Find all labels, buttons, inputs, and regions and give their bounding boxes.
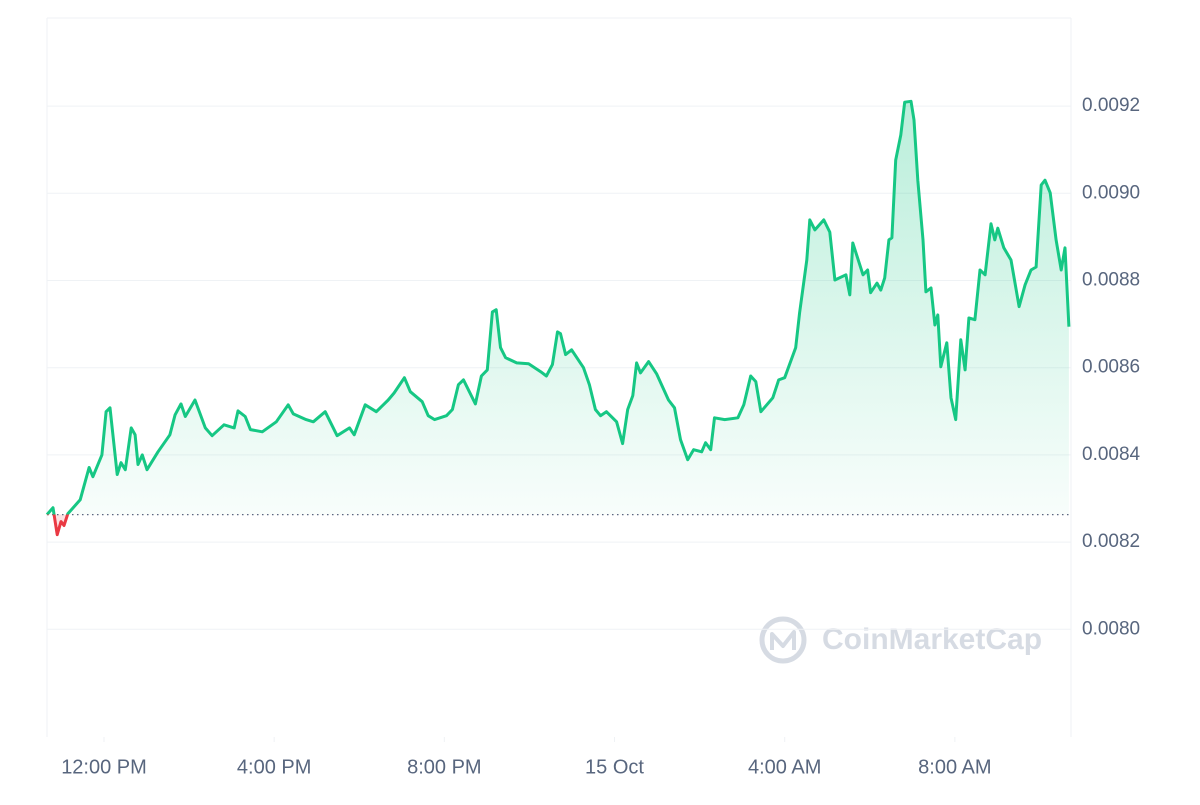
price-area: [47, 101, 1069, 535]
y-tick-label: 0.0082: [1082, 531, 1140, 552]
x-tick-label: 4:00 PM: [237, 756, 311, 778]
watermark-logo-mark: [770, 630, 796, 650]
x-tick-label: 12:00 PM: [61, 756, 147, 778]
y-tick-label: 0.0084: [1082, 444, 1141, 465]
watermark: CoinMarketCap: [759, 616, 1042, 664]
x-tick-label: 8:00 PM: [407, 756, 481, 778]
y-tick-label: 0.0086: [1082, 357, 1140, 378]
x-tick-label: 15 Oct: [585, 756, 644, 778]
y-tick-label: 0.0088: [1082, 270, 1140, 291]
x-tick-label: 8:00 AM: [918, 756, 991, 778]
x-tick-label: 4:00 AM: [748, 756, 821, 778]
y-tick-label: 0.0090: [1082, 182, 1140, 203]
y-tick-label: 0.0080: [1082, 618, 1140, 639]
price-line: [45, 99, 1071, 537]
watermark-text: CoinMarketCap: [822, 623, 1042, 656]
watermark-logo: [759, 616, 807, 664]
y-tick-label: 0.0092: [1082, 95, 1140, 116]
